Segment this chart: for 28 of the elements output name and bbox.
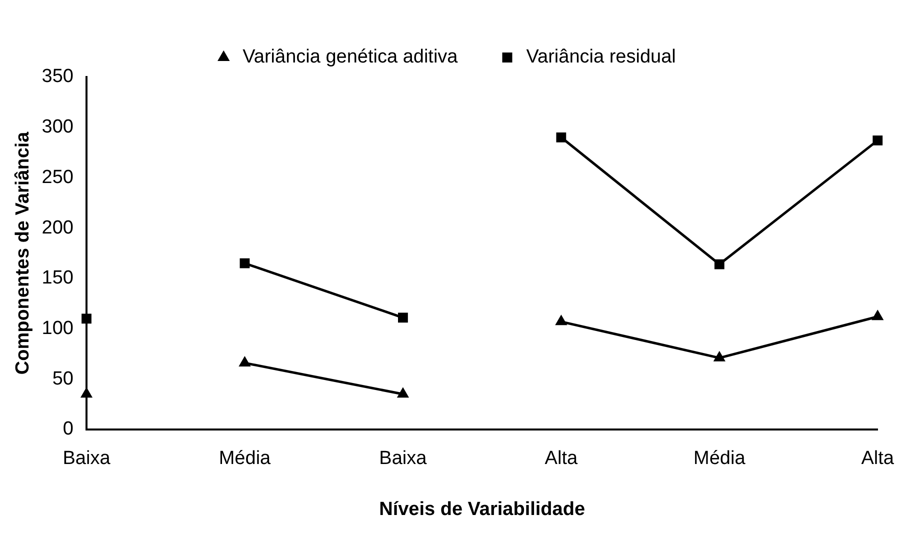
- point: [555, 314, 568, 326]
- point: [240, 258, 250, 268]
- y-tick-label: 300: [42, 116, 74, 138]
- y-axis-title: Componentes de Variância: [12, 131, 34, 375]
- legend-label: Variância residual: [526, 46, 676, 68]
- point: [82, 314, 92, 324]
- point: [398, 312, 408, 323]
- x-tick-label: Média: [694, 448, 746, 470]
- point: [872, 310, 884, 320]
- x-tick-label: Média: [218, 448, 272, 470]
- y-tick-label: 100: [42, 318, 74, 339]
- y-tick-label: 350: [42, 66, 74, 88]
- y-tick-label: 250: [42, 166, 74, 188]
- point: [80, 387, 93, 398]
- x-axis-title: Níveis de Variabilidade: [379, 498, 586, 520]
- point: [714, 259, 724, 270]
- y-tick-label: 50: [52, 368, 74, 390]
- y-tick-label: 150: [42, 268, 74, 289]
- x-tick-label: Alta: [544, 448, 578, 470]
- point: [556, 132, 566, 142]
- point: [872, 135, 883, 146]
- x-tick-label: Baixa: [62, 448, 111, 470]
- y-tick-label: 200: [42, 217, 74, 238]
- legend-label: Variância genética aditiva: [242, 46, 458, 68]
- x-tick-label: Baixa: [379, 448, 428, 470]
- y-tick-label: 0: [62, 418, 74, 440]
- point: [713, 350, 726, 362]
- x-tick-label: Alta: [861, 448, 894, 470]
